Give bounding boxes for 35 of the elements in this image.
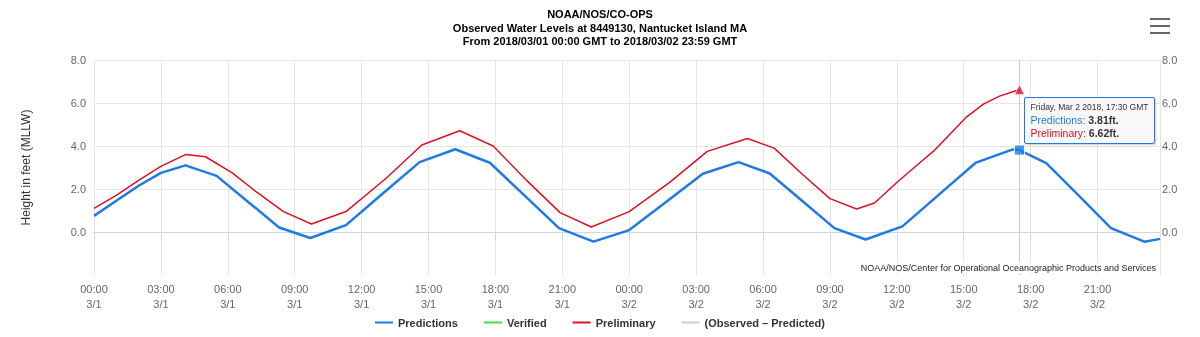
y-tick-label: 6.0 [70, 97, 86, 109]
y-axis-title: Height in feet (MLLW) [19, 109, 33, 226]
y-tick-label: 0.0 [70, 226, 86, 238]
annotation: Friday, Mar 2 2018, 17:30 GMT Predictions: 3.81ft. Preliminary: 6.62ft. [1030, 101, 1149, 140]
x-tick-label: 21:00 3/1 [548, 282, 577, 310]
legend-label: (Observed – Predicted) [704, 316, 826, 329]
x-tick-label: 21:00 3/2 [1083, 282, 1112, 310]
x-tick-label: 15:00 3/2 [949, 282, 978, 310]
y2-tick-label: 2.0 [1162, 183, 1178, 195]
x-tick-label: 09:00 3/2 [816, 282, 844, 310]
annotation: NOAA/NOS/Center for Operational Oceanographic Products and Services [860, 262, 1157, 273]
legend-label: Verified [506, 316, 547, 329]
x-tick-label: 00:00 3/2 [615, 282, 643, 310]
y-tick-label: 8.0 [70, 54, 86, 66]
y-tick-label: 4.0 [70, 140, 86, 152]
y2-tick-label: 4.0 [1162, 140, 1178, 152]
y2-tick-label: 6.0 [1162, 97, 1178, 109]
y2-tick-label: 8.0 [1162, 54, 1178, 66]
x-tick-label: 03:00 3/1 [147, 282, 175, 310]
x-tick-label: 12:00 3/1 [347, 282, 376, 310]
x-tick-label: 00:00 3/1 [80, 282, 108, 310]
chart-subtitle: Observed Water Levels at 8449130, Nantucket Island MA From 2018/03/01 00:00 GMT to 2018/03/02 23:59 GMT [452, 21, 748, 47]
x-tick-label: 12:00 3/2 [883, 282, 911, 310]
x-tick-label: 06:00 3/1 [214, 282, 242, 310]
legend-label: Predictions [398, 316, 458, 329]
x-tick-label: 09:00 3/1 [280, 282, 309, 310]
legend-label: Preliminary [595, 316, 657, 329]
x-tick-label: 18:00 3/1 [481, 282, 510, 310]
x-tick-label: 18:00 3/2 [1016, 282, 1045, 310]
y2-tick-label: 0.0 [1162, 226, 1178, 238]
x-tick-label: 06:00 3/2 [749, 282, 777, 310]
x-tick-label: 03:00 3/2 [682, 282, 710, 310]
y-tick-label: 2.0 [70, 183, 86, 195]
chart-title: NOAA/NOS/CO-OPS [547, 7, 653, 20]
x-tick-label: 15:00 3/1 [414, 282, 443, 310]
